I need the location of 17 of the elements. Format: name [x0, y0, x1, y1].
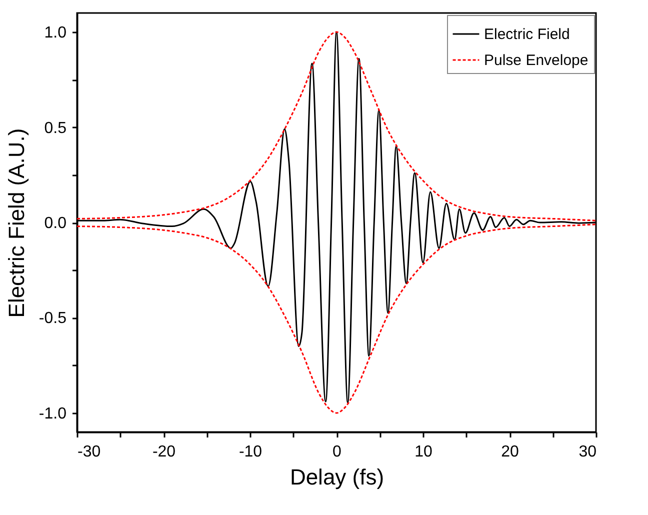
line-series [76, 224, 597, 414]
x-tick-label: -30 [78, 444, 101, 460]
x-tick-label: 0 [332, 444, 342, 460]
y-axis-title: Electric Field (A.U.) [4, 128, 29, 318]
y-tick-label: 0.5 [44, 120, 67, 137]
x-tick-label: -10 [238, 444, 262, 460]
y-tick-label: -0.5 [38, 310, 67, 328]
y-tick-label: -1.0 [38, 405, 67, 422]
x-axis-title: Delay (fs) [290, 464, 384, 490]
x-tick-label: 10 [414, 444, 432, 460]
legend-label: Pulse Envelope [484, 52, 588, 69]
legend-label: Electric Field [484, 26, 570, 43]
x-tick-label: 20 [501, 444, 519, 460]
y-tick-label: 0.0 [44, 215, 67, 232]
y-tick-label: 1.0 [44, 24, 67, 42]
x-tick-label: 30 [578, 444, 597, 460]
x-tick-label: -20 [152, 444, 176, 460]
